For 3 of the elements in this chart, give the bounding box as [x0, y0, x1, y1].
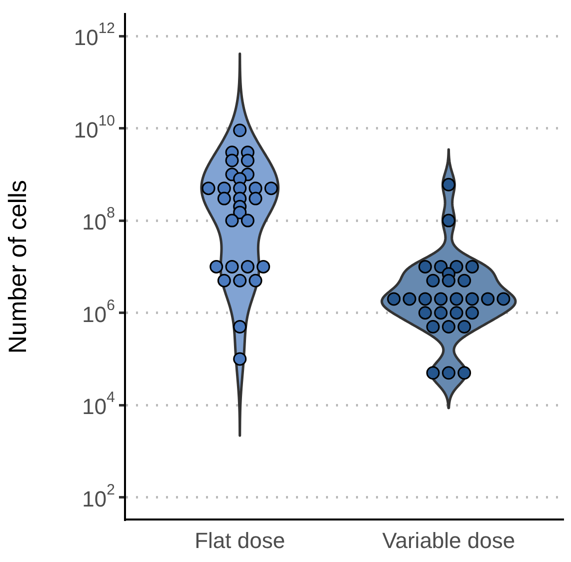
x-tick-label: Flat dose	[194, 528, 286, 553]
x-tick-label: Variable dose	[382, 528, 516, 553]
y-axis-title: Number of cells	[4, 180, 32, 354]
